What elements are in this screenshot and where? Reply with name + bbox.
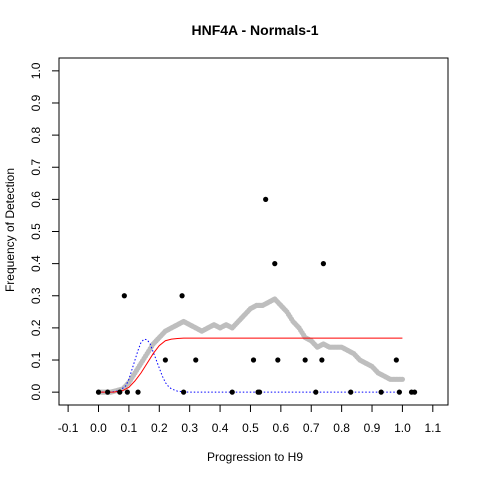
data-point [319, 357, 325, 363]
smooth-series [95, 296, 406, 395]
data-point [320, 261, 326, 267]
data-point [135, 389, 141, 395]
x-tick-label: 0.0 [90, 421, 107, 435]
data-point [411, 389, 418, 395]
data-point [396, 389, 402, 395]
x-tick-label: 0.1 [121, 421, 138, 435]
y-tick-label: 0.1 [29, 351, 43, 368]
data-point [193, 357, 199, 363]
plot-area-frame [58, 57, 449, 406]
data-point [275, 357, 281, 363]
observed-points [95, 196, 418, 395]
y-tick-label: 0.6 [29, 191, 43, 208]
x-tick-label: 0.6 [273, 421, 290, 435]
data-point [162, 357, 168, 363]
data-point [263, 196, 269, 202]
y-axis: 0.0 0.1 0.2 0.3 0.4 0.5 0.6 0.7 0.8 0.9 1.0 [29, 62, 60, 400]
x-axis-label: Progression to H9 [207, 450, 303, 464]
series-layer [95, 196, 418, 395]
data-point [181, 389, 187, 395]
y-tick-label: 0.3 [29, 287, 43, 304]
y-axis-label: Frequency of Detection [3, 168, 17, 292]
data-point [95, 389, 102, 395]
data-point [105, 389, 111, 395]
data-point [124, 389, 130, 395]
x-axis: -0.1 0.0 0.1 0.2 0.3 0.4 0.5 0.6 0.7 0.8 0.9 1.0 1.1 [58, 404, 441, 435]
y-tick-label: 0.4 [29, 255, 43, 272]
x-tick-label: 0.8 [333, 421, 350, 435]
data-point [250, 357, 257, 363]
data-point [256, 389, 263, 395]
data-point [302, 357, 308, 363]
data-point [313, 389, 319, 395]
data-point [121, 293, 127, 299]
x-tick-label: 0.5 [242, 421, 259, 435]
data-point [378, 389, 384, 395]
density-line [98, 338, 403, 393]
data-point [348, 389, 354, 395]
x-tick-label: 0.4 [212, 421, 229, 435]
y-tick-label: 0.0 [29, 383, 43, 400]
fit-line [98, 337, 403, 393]
data-point [229, 389, 235, 395]
data-point [393, 357, 399, 363]
x-tick-label: 1.1 [424, 421, 441, 435]
x-tick-label: 0.3 [181, 421, 198, 435]
y-tick-label: 0.2 [29, 319, 43, 336]
y-tick-label: 0.7 [29, 159, 43, 176]
y-tick-label: 1.0 [29, 62, 43, 79]
smooth-point [399, 376, 406, 382]
x-tick-label: 0.2 [151, 421, 168, 435]
data-point [117, 389, 123, 395]
x-tick-label: 1.0 [394, 421, 411, 435]
x-tick-label: -0.1 [58, 421, 79, 435]
data-point [272, 261, 278, 267]
y-tick-label: 0.9 [29, 94, 43, 111]
data-point [179, 293, 185, 299]
x-tick-label: 0.7 [303, 421, 320, 435]
x-tick-label: 0.9 [364, 421, 381, 435]
chart-title: HNF4A - Normals-1 [191, 22, 318, 38]
y-tick-label: 0.8 [29, 126, 43, 143]
y-tick-label: 0.5 [29, 223, 43, 240]
